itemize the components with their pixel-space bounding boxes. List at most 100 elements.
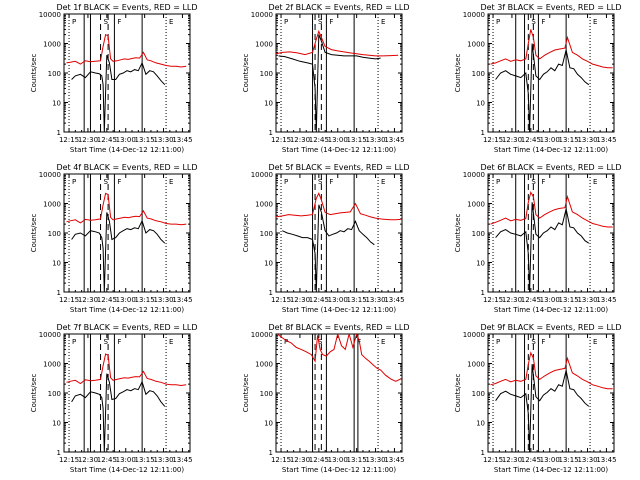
phase-marker-f: F (117, 338, 121, 346)
x-tick-label: 13:15 (135, 296, 155, 304)
y-tick-label: 100 (48, 230, 61, 238)
x-tick-label: 13:30 (365, 136, 385, 144)
series-lld (66, 353, 187, 387)
series-events (495, 202, 590, 292)
phase-marker-e: E (593, 18, 597, 26)
y-tick-label: 1 (57, 449, 61, 457)
x-tick-label: 13:00 (116, 296, 136, 304)
x-tick-label: 13:45 (172, 136, 192, 144)
y-axis-label: Counts/sec (30, 54, 38, 93)
x-tick-label: 12:30 (290, 456, 310, 464)
x-tick-label: 12:15 (59, 296, 79, 304)
phase-marker-e: E (593, 338, 597, 346)
x-tick-label: 12:45 (521, 456, 541, 464)
phase-marker-e: E (169, 178, 173, 186)
x-tick-label: 13:30 (153, 456, 173, 464)
x-tick-label: 13:45 (172, 456, 192, 464)
panel-2: Det 2f BLACK = Events, RED = LLD 1 10 100 10… (242, 3, 410, 154)
y-tick-label: 1000 (255, 201, 273, 209)
x-tick-label: 13:15 (347, 296, 367, 304)
y-tick-label: 10 (52, 260, 61, 268)
phase-marker-f: F (541, 338, 545, 346)
phase-marker-s: S (318, 338, 323, 346)
x-tick-label: 12:45 (309, 296, 329, 304)
x-tick-label: 13:00 (540, 456, 560, 464)
panel-title: Det 1f BLACK = Events, RED = LLD (56, 3, 197, 12)
x-tick-label: 13:45 (384, 456, 404, 464)
panel-title: Det 2f BLACK = Events, RED = LLD (268, 3, 409, 12)
plot-frame (63, 13, 191, 133)
y-tick-label: 1 (269, 449, 273, 457)
x-tick-label: 12:30 (290, 136, 310, 144)
x-tick-label: 13:45 (596, 296, 616, 304)
phase-marker-f: F (541, 18, 545, 26)
x-tick-label: 13:00 (328, 136, 348, 144)
y-tick-label: 10 (264, 260, 273, 268)
x-tick-label: 13:15 (347, 456, 367, 464)
x-tick-label: 13:00 (116, 456, 136, 464)
x-axis-label: Start Time (14-Dec-12 12:11:00) (494, 466, 608, 474)
panel-8: Det 8f BLACK = Events, RED = LLD 1 10 100 10… (242, 323, 410, 474)
phase-marker-s: S (531, 18, 536, 26)
x-tick-label: 13:00 (328, 296, 348, 304)
y-tick-label: 1000 (43, 361, 61, 369)
series-lld (66, 33, 187, 68)
x-tick-label: 13:45 (596, 456, 616, 464)
y-tick-label: 10 (52, 100, 61, 108)
phase-marker-s: S (318, 178, 323, 186)
phase-marker-p: P (284, 18, 288, 26)
panel-title: Det 8f BLACK = Events, RED = LLD (268, 323, 409, 332)
panel-title: Det 5f BLACK = Events, RED = LLD (268, 163, 409, 172)
x-tick-label: 13:30 (577, 456, 597, 464)
y-axis-label: Counts/sec (30, 374, 38, 413)
x-axis-label: Start Time (14-Dec-12 12:11:00) (494, 146, 608, 154)
y-tick-label: 10000 (251, 171, 273, 179)
plot-frame (275, 13, 403, 133)
y-tick-label: 10000 (39, 331, 61, 339)
phase-marker-f: F (329, 18, 333, 26)
x-axis-label: Start Time (14-Dec-12 12:11:00) (282, 146, 396, 154)
x-tick-label: 13:00 (328, 456, 348, 464)
panel-4: Det 4f BLACK = Events, RED = LLD 1 10 100 10… (30, 163, 198, 314)
y-tick-label: 1 (481, 289, 485, 297)
phase-marker-s: S (531, 338, 536, 346)
phase-marker-s: S (104, 338, 109, 346)
phase-marker-s: S (104, 178, 109, 186)
phase-marker-s: S (104, 18, 109, 26)
phase-marker-s: S (531, 178, 536, 186)
series-lld (276, 29, 399, 57)
y-tick-label: 1 (269, 129, 273, 137)
y-tick-label: 1000 (467, 201, 485, 209)
y-tick-label: 100 (260, 230, 273, 238)
x-tick-label: 12:30 (502, 456, 522, 464)
series-events (282, 204, 375, 292)
y-tick-label: 100 (472, 390, 485, 398)
x-tick-label: 12:45 (309, 136, 329, 144)
y-tick-label: 100 (472, 230, 485, 238)
panel-title: Det 9f BLACK = Events, RED = LLD (480, 323, 621, 332)
x-tick-label: 13:15 (559, 296, 579, 304)
x-tick-label: 13:30 (153, 296, 173, 304)
panel-9: Det 9f BLACK = Events, RED = LLD 1 10 100 10… (454, 323, 622, 474)
x-tick-label: 13:45 (172, 296, 192, 304)
x-tick-label: 12:15 (483, 136, 503, 144)
panel-title: Det 7f BLACK = Events, RED = LLD (56, 323, 197, 332)
y-tick-label: 10000 (463, 331, 485, 339)
x-tick-label: 13:15 (135, 136, 155, 144)
series-events (71, 55, 166, 132)
x-tick-label: 13:00 (540, 136, 560, 144)
series-lld (66, 192, 187, 226)
phase-marker-e: E (381, 18, 385, 26)
phase-marker-p: P (284, 178, 288, 186)
series-lld (276, 192, 401, 221)
phase-marker-p: P (496, 178, 500, 186)
y-tick-label: 100 (472, 70, 485, 78)
y-tick-label: 1000 (467, 361, 485, 369)
y-tick-label: 1000 (43, 41, 61, 49)
x-tick-label: 12:30 (502, 136, 522, 144)
y-tick-label: 1 (481, 449, 485, 457)
x-tick-label: 13:30 (365, 456, 385, 464)
y-tick-label: 1 (269, 289, 273, 297)
x-axis-label: Start Time (14-Dec-12 12:11:00) (70, 466, 184, 474)
